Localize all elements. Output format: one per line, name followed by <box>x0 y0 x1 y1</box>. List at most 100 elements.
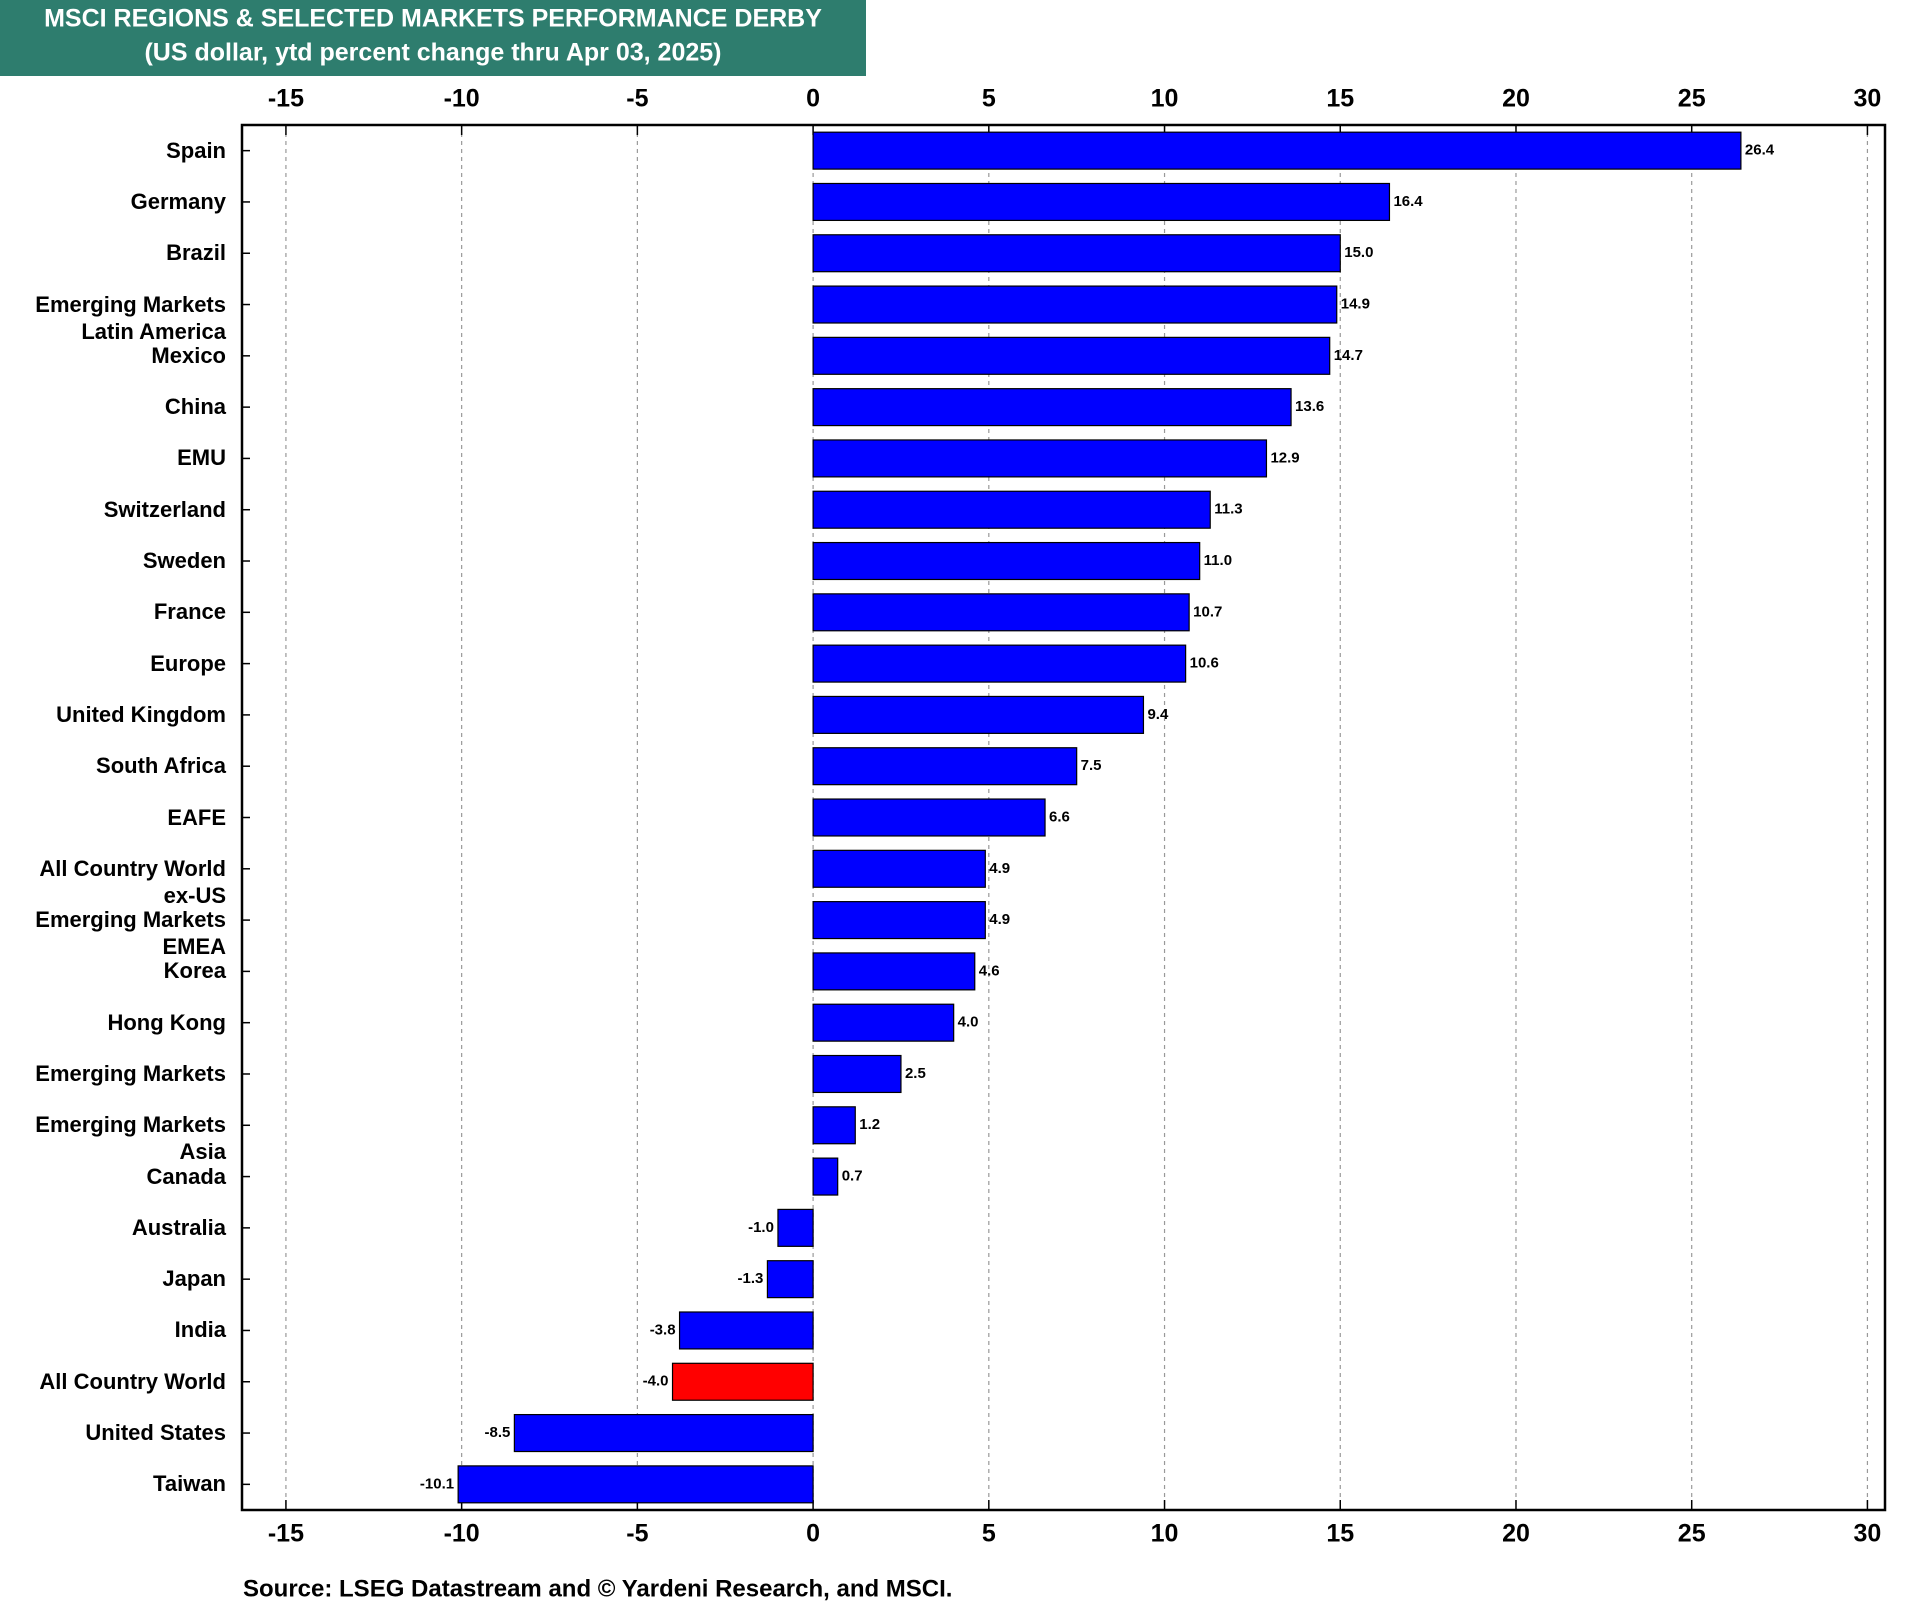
category-label: Emerging Markets <box>35 1060 226 1086</box>
category-label: All Country World <box>39 1368 226 1394</box>
category-label: Brazil <box>166 240 226 266</box>
value-label: -8.5 <box>485 1424 511 1441</box>
x-tick-label-bottom: 20 <box>1502 1520 1530 1548</box>
category-label: Emerging Markets EMEA <box>35 907 226 960</box>
category-label: Europe <box>150 650 226 676</box>
value-label: 1.2 <box>859 1116 880 1133</box>
bar <box>812 849 986 888</box>
value-label: 13.6 <box>1295 398 1324 415</box>
x-tick-label-top: -10 <box>444 85 480 113</box>
x-tick-label-bottom: -5 <box>626 1520 648 1548</box>
category-label: Switzerland <box>103 496 226 522</box>
x-tick-label-top: -15 <box>268 85 304 113</box>
category-label: Japan <box>162 1266 226 1292</box>
value-label: -10.1 <box>420 1475 454 1492</box>
bar <box>812 234 1341 273</box>
bar <box>766 1260 814 1299</box>
bar <box>812 593 1190 632</box>
bar <box>457 1465 814 1504</box>
category-label: Canada <box>146 1163 226 1189</box>
bar <box>812 695 1145 734</box>
bar <box>812 1157 839 1196</box>
bar <box>812 1106 856 1145</box>
value-label: 12.9 <box>1270 449 1299 466</box>
category-label: Hong Kong <box>107 1009 226 1035</box>
value-label: 14.7 <box>1334 347 1363 364</box>
x-tick-label-bottom: 10 <box>1151 1520 1179 1548</box>
x-tick-label-bottom: 5 <box>982 1520 996 1548</box>
value-label: 14.9 <box>1341 296 1370 313</box>
value-label: -4.0 <box>643 1373 669 1390</box>
plot-frame <box>240 123 1887 1512</box>
value-label: 9.4 <box>1147 706 1169 723</box>
bar <box>671 1362 814 1401</box>
bar <box>812 131 1742 170</box>
bar <box>812 901 986 940</box>
category-label: Emerging Markets Latin America <box>35 291 226 344</box>
bar <box>777 1208 814 1247</box>
title-box <box>0 0 866 76</box>
value-label: -1.0 <box>748 1219 774 1236</box>
value-label: 0.7 <box>842 1168 863 1185</box>
category-label: India <box>174 1317 226 1343</box>
bar <box>812 644 1187 683</box>
category-label: Emerging Markets Asia <box>35 1112 226 1165</box>
category-label: Sweden <box>142 548 226 574</box>
bar <box>678 1311 814 1350</box>
value-label: 4.9 <box>989 860 1010 877</box>
category-label: Mexico <box>151 342 226 368</box>
category-label: United Kingdom <box>56 701 226 727</box>
bar <box>812 388 1292 427</box>
category-label: South Africa <box>96 753 226 779</box>
bar <box>812 285 1338 324</box>
bar <box>812 490 1211 529</box>
value-label: 16.4 <box>1393 193 1423 210</box>
category-label: Germany <box>130 188 226 214</box>
chart-subtitle: (US dollar, ytd percent change thru Apr … <box>144 39 721 67</box>
source-note: Source: LSEG Datastream and © Yardeni Re… <box>243 1575 952 1602</box>
bar <box>812 439 1268 478</box>
chart-title: MSCI REGIONS & SELECTED MARKETS PERFORMA… <box>44 5 822 33</box>
value-label: 11.3 <box>1214 501 1242 518</box>
category-label: EAFE <box>167 804 226 830</box>
value-label: 7.5 <box>1081 757 1102 774</box>
x-tick-label-top: 0 <box>806 85 820 113</box>
value-label: -3.8 <box>650 1321 676 1338</box>
category-label: All Country World ex-US <box>39 855 226 908</box>
category-label: Korea <box>163 958 226 984</box>
bar <box>812 1054 902 1094</box>
value-label: 2.5 <box>905 1065 926 1082</box>
value-label: 6.6 <box>1049 808 1070 825</box>
x-tick-label-bottom: 30 <box>1854 1520 1882 1548</box>
value-label: 4.0 <box>958 1014 979 1031</box>
bar <box>812 798 1046 837</box>
value-label: -1.3 <box>738 1270 764 1287</box>
value-label: 26.4 <box>1745 142 1775 159</box>
bar <box>812 1003 955 1042</box>
x-tick-label-top: 5 <box>982 85 996 113</box>
bar <box>812 541 1201 581</box>
x-tick-label-top: -5 <box>626 85 648 113</box>
bar <box>513 1413 814 1453</box>
x-tick-label-bottom: -10 <box>444 1520 480 1548</box>
x-tick-label-bottom: -15 <box>268 1520 304 1548</box>
category-label: China <box>164 394 226 420</box>
bar <box>812 747 1078 786</box>
bar <box>812 182 1391 222</box>
x-tick-label-top: 30 <box>1854 85 1882 113</box>
x-tick-label-top: 20 <box>1502 85 1530 113</box>
x-tick-label-bottom: 0 <box>806 1520 820 1548</box>
category-label: United States <box>85 1420 226 1446</box>
value-label: 10.7 <box>1193 603 1222 620</box>
category-label: Taiwan <box>153 1471 226 1497</box>
value-label: 4.6 <box>979 962 1000 979</box>
category-label: Spain <box>166 137 226 163</box>
category-label: Australia <box>131 1214 226 1240</box>
x-tick-label-top: 15 <box>1326 85 1354 113</box>
x-tick-label-top: 25 <box>1678 85 1706 113</box>
value-label: 11.0 <box>1204 552 1232 569</box>
bar <box>812 952 976 991</box>
value-label: 4.9 <box>989 911 1010 928</box>
